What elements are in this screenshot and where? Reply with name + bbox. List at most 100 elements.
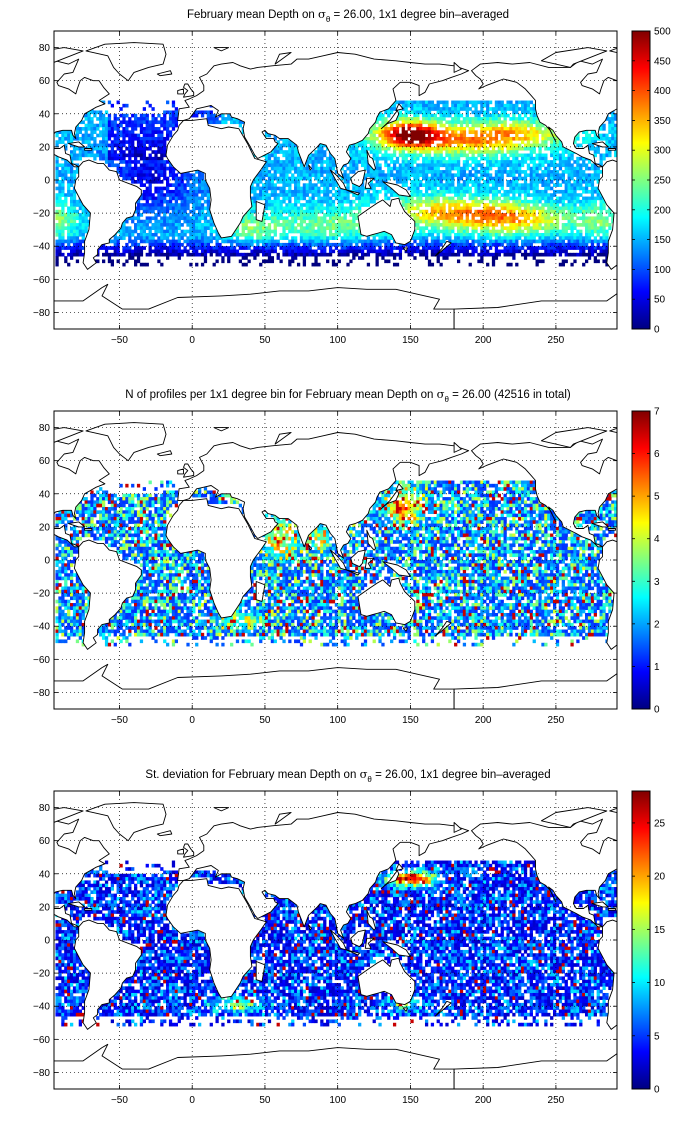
data-cell <box>520 219 525 224</box>
data-cell <box>462 232 467 237</box>
data-cell <box>526 206 531 211</box>
data-cell <box>445 232 449 237</box>
data-cell <box>279 160 283 164</box>
data-cell <box>477 150 481 154</box>
data-cell <box>410 170 414 174</box>
data-cell <box>55 133 59 138</box>
data-cell <box>427 146 432 151</box>
data-cell <box>419 193 423 197</box>
data-cell <box>439 156 443 161</box>
data-cell <box>518 170 522 174</box>
data-cell <box>116 127 120 131</box>
data-cell <box>547 209 551 214</box>
data-cell <box>355 206 359 211</box>
data-cell <box>311 219 315 224</box>
data-cell <box>134 239 138 244</box>
data-cell <box>320 163 324 168</box>
data-cell <box>279 143 283 148</box>
data-cell <box>436 107 440 111</box>
data-cell <box>558 232 563 237</box>
data-cell <box>573 236 577 240</box>
data-cell <box>454 163 458 168</box>
data-cell <box>602 199 606 204</box>
data-cell <box>480 196 484 201</box>
data-cell <box>567 242 571 247</box>
data-cell <box>189 219 193 224</box>
data-cell <box>189 229 193 234</box>
data-cell <box>462 193 467 197</box>
data-cell <box>599 216 603 221</box>
data-cell <box>358 193 362 197</box>
data-cell <box>384 156 388 161</box>
data-cell <box>515 170 519 174</box>
data-cell <box>116 117 120 121</box>
data-cell <box>136 236 141 240</box>
data-cell <box>410 163 414 168</box>
data-cell <box>171 183 176 187</box>
data-cell <box>419 199 423 204</box>
data-cell <box>160 209 164 214</box>
data-cell <box>198 173 202 178</box>
data-cell <box>180 196 184 201</box>
data-cell <box>564 236 568 240</box>
data-cell <box>602 223 606 227</box>
data-cell <box>544 183 548 187</box>
data-cell <box>512 160 516 164</box>
data-cell <box>584 199 589 204</box>
data-cell <box>116 156 120 161</box>
data-cell <box>75 226 80 231</box>
data-cell <box>154 189 158 194</box>
data-cell <box>448 219 452 224</box>
data-cell <box>567 239 571 244</box>
data-cell <box>465 206 469 211</box>
data-cell <box>544 203 548 207</box>
data-cell <box>340 189 344 194</box>
data-cell <box>299 186 304 191</box>
data-cell <box>294 180 298 184</box>
data-cell <box>134 127 138 131</box>
data-cell <box>488 123 493 128</box>
data-cell <box>55 176 59 181</box>
data-cell <box>166 232 170 237</box>
data-cell <box>532 223 536 227</box>
data-cell <box>392 150 397 154</box>
data-cell <box>416 130 420 134</box>
data-cell <box>555 189 560 194</box>
data-cell <box>369 140 373 144</box>
data-cell <box>462 140 467 144</box>
data-cell <box>590 186 595 191</box>
data-cell <box>366 189 371 194</box>
data-cell <box>360 150 365 154</box>
data-cell <box>486 150 490 154</box>
data-cell <box>360 163 365 168</box>
data-cell <box>427 223 432 227</box>
data-cell <box>128 133 132 138</box>
data-cell <box>515 206 519 211</box>
data-cell <box>346 209 350 214</box>
data-cell <box>55 246 59 250</box>
data-cell <box>70 193 74 197</box>
data-cell <box>459 143 464 148</box>
data-cell <box>302 166 307 171</box>
data-cell <box>494 130 499 134</box>
data-cell <box>288 219 292 224</box>
data-cell <box>456 209 461 214</box>
data-cell <box>550 203 554 207</box>
data-cell <box>145 123 149 128</box>
data-cell <box>547 236 551 240</box>
data-cell <box>520 127 525 131</box>
data-cell <box>346 183 350 187</box>
data-cell <box>518 229 522 234</box>
data-cell <box>538 193 542 197</box>
data-cell <box>75 213 80 217</box>
data-cell <box>61 136 65 141</box>
data-cell <box>334 229 339 234</box>
data-cell <box>422 117 426 121</box>
data-cell <box>122 173 126 178</box>
data-cell <box>532 206 536 211</box>
data-cell <box>198 213 202 217</box>
data-cell <box>584 206 589 211</box>
data-cell <box>541 242 545 247</box>
data-cell <box>314 160 318 164</box>
data-cell <box>136 226 141 231</box>
